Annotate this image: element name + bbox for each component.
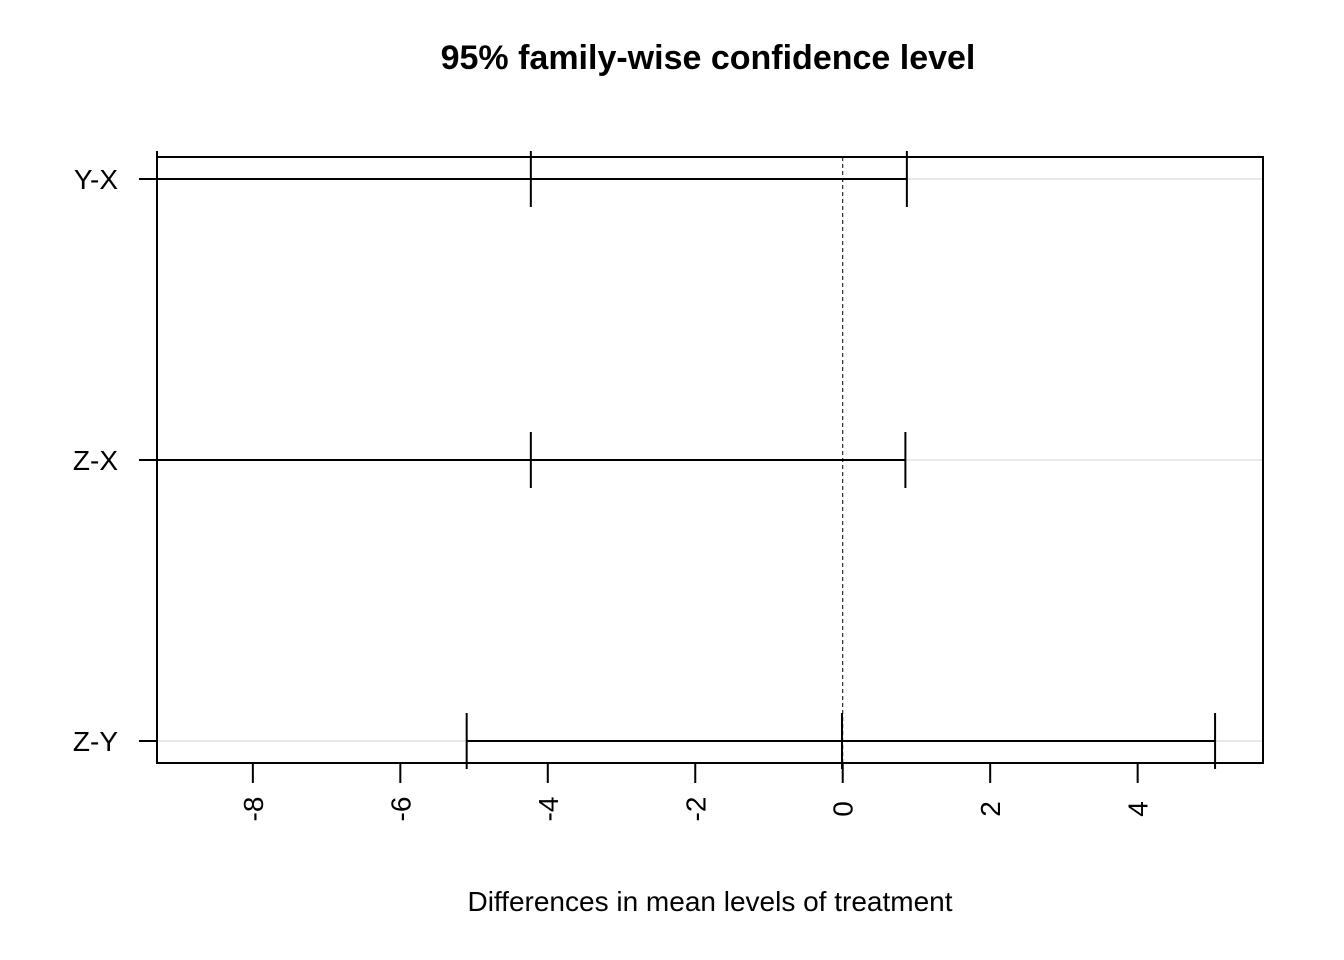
interval-z-y [465, 713, 1217, 769]
interval-y-x [156, 151, 908, 207]
x-axis-label: Differences in mean levels of treatment [467, 886, 952, 917]
chart-title: 95% family-wise confidence level [441, 39, 976, 77]
x-tick-label: -2 [680, 797, 711, 822]
x-tick-label: 4 [1123, 801, 1154, 817]
interval-z-x [156, 432, 907, 488]
x-tick-label: 2 [975, 801, 1006, 817]
y-tick-label: Y-X [74, 164, 118, 195]
x-tick-label: -8 [238, 797, 269, 822]
y-tick-label: Z-X [73, 445, 118, 476]
y-tick-label: Z-Y [73, 726, 118, 757]
x-tick-label: -6 [385, 797, 416, 822]
x-tick-label: 0 [828, 801, 859, 817]
x-tick-label: -4 [533, 797, 564, 822]
y-axis: Y-X Z-X Z-Y [73, 164, 157, 757]
x-axis: -8 -6 -4 -2 0 2 4 [238, 762, 1154, 822]
